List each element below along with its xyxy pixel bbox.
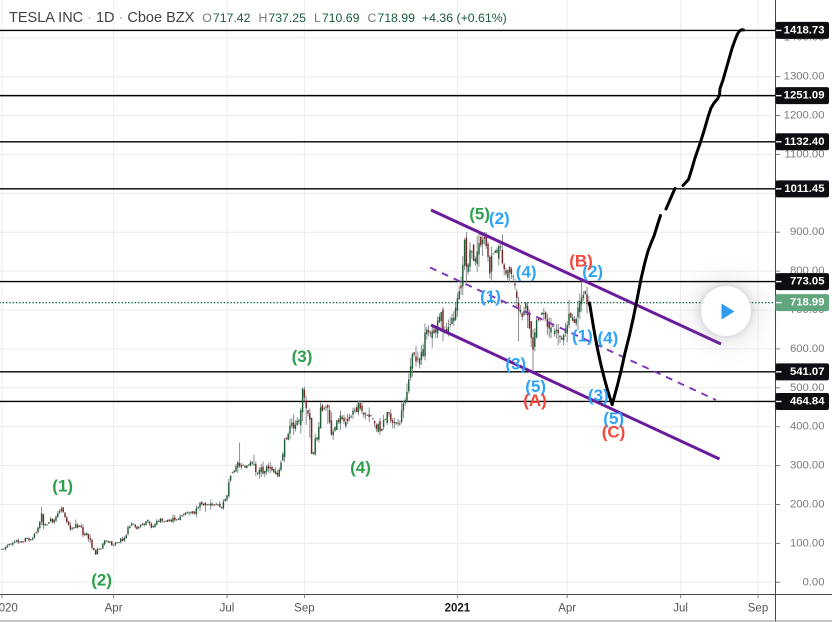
price-tick-label: 300.00 xyxy=(790,460,825,472)
time-axis-label: Sep xyxy=(748,603,768,615)
wave-label-green[interactable]: (1) xyxy=(52,477,73,496)
price-level-label-text: 773.05 xyxy=(790,276,825,288)
candle-wicks xyxy=(1,232,590,556)
price-level-label-text: 1418.73 xyxy=(784,24,825,36)
price-tick-label: 0.00 xyxy=(803,576,825,588)
wave-label-green[interactable]: (5) xyxy=(469,205,490,224)
price-tick-label: 1100.00 xyxy=(785,148,825,160)
time-axis-label: Jul xyxy=(220,603,235,615)
wave-label-green[interactable]: (3) xyxy=(292,347,313,366)
price-level-label[interactable] xyxy=(775,21,830,39)
elliott-wave-labels[interactable]: (1) (2) (3) (4) (5) (1) (2) (3) (4) (5) (1) (2) (3) (… xyxy=(52,205,625,590)
trend-channel-lines[interactable] xyxy=(429,208,722,461)
price-level-label-text: 1011.45 xyxy=(784,183,824,195)
price-level-label-text: 1251.09 xyxy=(784,90,825,102)
price-level-label-text: 1132.40 xyxy=(784,136,824,148)
wave-label-blue[interactable]: (1) xyxy=(572,326,593,345)
projection-stroke xyxy=(610,214,662,406)
price-tick-label: 900.00 xyxy=(790,226,825,238)
price-level-label[interactable] xyxy=(775,87,830,105)
price-level-label[interactable] xyxy=(775,133,830,151)
wave-label-blue[interactable]: (5) xyxy=(525,377,546,396)
time-axis-label: 2020 xyxy=(0,603,18,615)
play-icon xyxy=(721,303,735,319)
price-tick-label: 1200.00 xyxy=(784,110,825,122)
wave-label-blue[interactable]: (5) xyxy=(603,409,624,428)
channel-line[interactable] xyxy=(430,208,722,346)
wave-label-blue[interactable]: (2) xyxy=(489,209,510,228)
price-axis[interactable]: 0.00 100.00 200.00 300.00 400.00 500.00 600.00… xyxy=(775,0,832,622)
candlestick-series[interactable] xyxy=(1,232,590,556)
time-axis-background xyxy=(0,594,776,622)
time-axis-label: Apr xyxy=(105,603,123,615)
wave-label-blue[interactable]: (4) xyxy=(516,262,537,281)
projection-stroke xyxy=(664,187,677,211)
time-axis-label: 2021 xyxy=(445,603,471,615)
grid-lines xyxy=(0,0,776,594)
time-axis-label: Sep xyxy=(294,603,314,615)
price-level-label[interactable] xyxy=(775,392,830,410)
wave-label-blue[interactable]: (1) xyxy=(480,287,501,306)
time-axis-label: Apr xyxy=(558,603,576,615)
wave-label-blue[interactable]: (3) xyxy=(505,355,526,374)
channel-line[interactable] xyxy=(430,323,721,461)
price-level-label[interactable] xyxy=(775,363,830,381)
wave-label-green[interactable]: (2) xyxy=(91,571,112,590)
wave-label-red[interactable]: (B) xyxy=(569,252,593,271)
up-candle-bodies xyxy=(1,239,590,555)
price-level-label-text: 718.99 xyxy=(790,297,825,309)
price-tick-label: 1300.00 xyxy=(784,71,825,83)
price-tick-label: 200.00 xyxy=(790,499,825,511)
price-tick-label: 100.00 xyxy=(790,537,825,549)
projection-stroke xyxy=(588,301,614,406)
wave-label-blue[interactable]: (4) xyxy=(598,328,619,347)
price-tick-label: 400.00 xyxy=(790,421,825,433)
price-level-label[interactable] xyxy=(775,180,830,198)
wave-label-blue[interactable]: (3) xyxy=(588,386,609,405)
wave-label-red[interactable]: (A) xyxy=(523,391,547,410)
down-candle-bodies xyxy=(3,236,588,555)
price-tick-label: 600.00 xyxy=(790,343,825,355)
play-triangle xyxy=(721,303,735,319)
price-tick-label: 500.00 xyxy=(790,382,825,394)
channel-midline-dashed[interactable] xyxy=(429,266,717,401)
wave-label-red[interactable]: (C) xyxy=(602,423,626,442)
price-level-label-text: 541.07 xyxy=(790,366,825,378)
price-level-label[interactable] xyxy=(775,273,830,291)
projection-path[interactable] xyxy=(588,28,745,406)
time-axis[interactable]: 2020 Apr Jul Sep 2021 Apr Jul Sep xyxy=(0,594,832,622)
time-axis-label: Jul xyxy=(673,603,688,615)
price-level-label[interactable] xyxy=(775,294,830,312)
wave-label-green[interactable]: (4) xyxy=(350,458,371,477)
price-level-label-text: 464.84 xyxy=(790,395,825,407)
horizontal-level-lines[interactable] xyxy=(0,29,776,403)
wave-label-blue[interactable]: (2) xyxy=(582,262,603,281)
play-button[interactable] xyxy=(701,286,751,336)
projection-stroke xyxy=(681,28,745,187)
